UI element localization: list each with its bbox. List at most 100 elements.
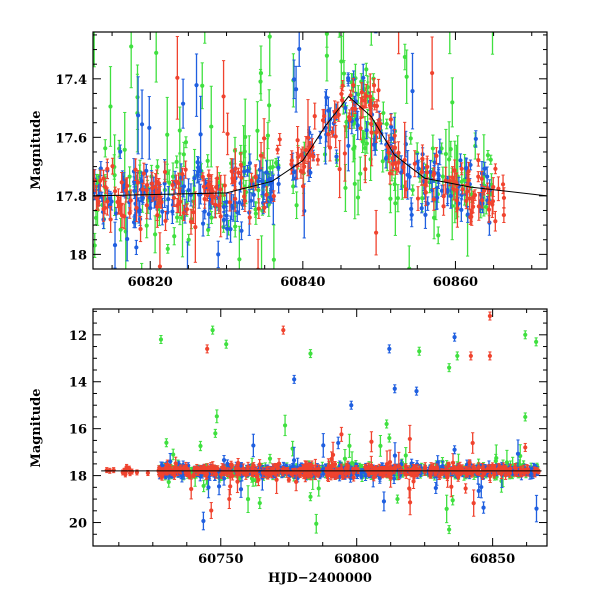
data-point-green bbox=[361, 136, 366, 141]
data-point-blue bbox=[162, 181, 167, 186]
data-point-blue bbox=[228, 227, 233, 232]
data-point-red bbox=[487, 200, 492, 205]
data-point-blue bbox=[293, 87, 299, 92]
data-point-red bbox=[256, 267, 261, 269]
data-point-red bbox=[330, 129, 335, 135]
data-point-red bbox=[476, 174, 481, 179]
data-point-red bbox=[322, 113, 327, 119]
data-point-red bbox=[301, 184, 306, 189]
data-point-green bbox=[282, 423, 288, 428]
data-point-red bbox=[470, 204, 476, 209]
data-point-blue bbox=[297, 46, 302, 52]
data-point-blue bbox=[468, 162, 473, 168]
data-point-green bbox=[358, 171, 363, 176]
data-point-green bbox=[402, 54, 407, 60]
data-point-green bbox=[448, 19, 452, 23]
data-point-red bbox=[368, 94, 373, 99]
data-point-blue bbox=[364, 128, 369, 133]
data-point-blue bbox=[147, 125, 152, 130]
data-point-green bbox=[356, 92, 361, 97]
data-point-green bbox=[341, 71, 347, 76]
data-point-green bbox=[392, 182, 397, 187]
data-point-blue bbox=[225, 226, 230, 231]
data-point-red bbox=[236, 170, 241, 175]
data-point-red bbox=[420, 156, 425, 162]
top-y-axis-label: Magnitude bbox=[29, 110, 44, 189]
data-point-blue bbox=[479, 484, 484, 490]
data-point-blue bbox=[195, 172, 200, 178]
data-point-green bbox=[380, 159, 385, 164]
data-point-red bbox=[256, 206, 261, 211]
data-point-red bbox=[423, 190, 428, 195]
data-point-red bbox=[431, 173, 436, 178]
data-point-red bbox=[308, 153, 313, 158]
data-point-red bbox=[184, 207, 190, 212]
data-point-green bbox=[294, 203, 299, 208]
data-point-red bbox=[144, 203, 149, 208]
data-point-red bbox=[253, 174, 258, 179]
data-point-green bbox=[186, 237, 191, 242]
data-point-green bbox=[431, 215, 437, 220]
data-point-red bbox=[145, 470, 150, 476]
data-point-green bbox=[393, 201, 398, 206]
data-point-green bbox=[166, 479, 171, 485]
data-point-green bbox=[267, 103, 272, 108]
data-point-red bbox=[191, 210, 196, 215]
data-point-red bbox=[105, 199, 110, 204]
x-tick-label: 60860 bbox=[433, 275, 478, 290]
data-point-red bbox=[296, 154, 301, 160]
data-point-red bbox=[200, 174, 205, 179]
data-point-red bbox=[392, 145, 398, 150]
data-point-green bbox=[237, 257, 242, 262]
data-point-red bbox=[415, 196, 421, 201]
data-point-green bbox=[258, 79, 263, 84]
data-point-blue bbox=[448, 193, 453, 199]
data-point-red bbox=[115, 199, 120, 205]
data-point-red bbox=[476, 157, 481, 163]
data-point-green bbox=[172, 234, 177, 239]
data-point-red bbox=[225, 131, 230, 137]
data-point-red bbox=[227, 200, 232, 205]
data-point-blue bbox=[459, 207, 464, 212]
data-point-green bbox=[205, 158, 210, 163]
data-point-red bbox=[96, 199, 101, 204]
data-point-green bbox=[440, 174, 445, 179]
data-point-blue bbox=[224, 199, 229, 205]
data-point-green bbox=[171, 452, 176, 457]
data-point-red bbox=[142, 321, 146, 325]
data-point-blue bbox=[148, 291, 152, 295]
data-point-green bbox=[342, 456, 348, 461]
data-point-blue bbox=[381, 499, 387, 504]
data-point-blue bbox=[291, 77, 297, 82]
data-point-green bbox=[444, 506, 449, 512]
data-point-red bbox=[333, 134, 338, 139]
data-point-blue bbox=[458, 158, 463, 163]
data-point-red bbox=[371, 83, 377, 88]
data-point-red bbox=[221, 94, 226, 99]
data-point-green bbox=[259, 270, 263, 274]
data-point-red bbox=[117, 203, 123, 208]
data-point-green bbox=[155, 164, 160, 169]
data-point-red bbox=[233, 166, 238, 172]
y-tick-label: 17.6 bbox=[55, 131, 87, 146]
data-point-red bbox=[392, 133, 397, 138]
data-point-red bbox=[103, 185, 108, 190]
data-point-red bbox=[127, 210, 132, 216]
data-point-red bbox=[412, 161, 417, 166]
data-point-red bbox=[119, 180, 124, 185]
data-point-green bbox=[364, 141, 369, 146]
data-point-red bbox=[110, 164, 115, 169]
data-point-red bbox=[376, 88, 381, 93]
data-point-blue bbox=[276, 165, 281, 170]
data-point-green bbox=[443, 151, 448, 157]
data-point-green bbox=[153, 232, 158, 237]
data-point-red bbox=[239, 175, 244, 180]
data-point-green bbox=[108, 104, 113, 109]
data-point-green bbox=[209, 215, 214, 220]
data-point-blue bbox=[125, 236, 130, 242]
data-point-green bbox=[364, 67, 369, 72]
data-point-red bbox=[378, 121, 383, 126]
data-point-red bbox=[471, 195, 476, 200]
data-point-red bbox=[289, 158, 294, 163]
data-point-red bbox=[105, 166, 110, 171]
